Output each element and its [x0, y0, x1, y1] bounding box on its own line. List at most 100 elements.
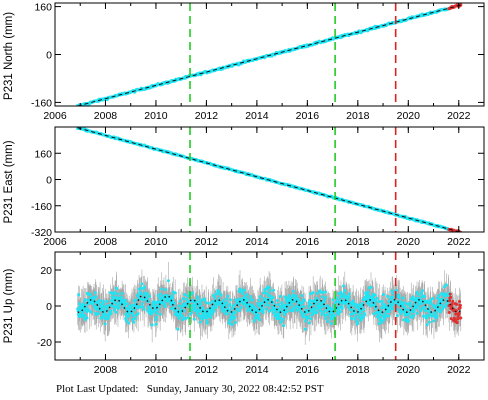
up-data-point [387, 299, 391, 303]
up-data-point [237, 289, 241, 293]
east-x-tick-label: 2014 [245, 236, 269, 248]
up-data-point [285, 310, 289, 314]
up-data-point [288, 309, 292, 313]
up-x-tick-label: 2016 [296, 364, 320, 376]
up-data-point [381, 302, 385, 306]
up-data-point [400, 310, 404, 314]
up-data-point [342, 292, 346, 296]
up-data-point [219, 293, 223, 297]
up-data-point [252, 319, 256, 323]
up-data-point [350, 317, 354, 321]
up-data-point [309, 303, 313, 307]
up-data-point [283, 295, 287, 299]
up-data-point [341, 301, 345, 305]
north-x-tick-label: 2006 [43, 110, 67, 122]
up-x-tick-label: 2018 [346, 364, 370, 376]
east-y-tick-label: 0 [46, 175, 52, 187]
up-data-point [309, 317, 313, 321]
up-data-point [425, 323, 429, 327]
up-data-point [430, 314, 434, 318]
up-data-point [276, 317, 280, 321]
up-data-point [217, 290, 221, 294]
up-data-point [160, 287, 164, 291]
up-data-point [431, 297, 435, 301]
up-data-point [177, 316, 181, 320]
up-data-point [337, 292, 341, 296]
up-data-point [249, 295, 253, 299]
up-data-point [451, 299, 455, 303]
up-data-point [402, 318, 406, 322]
up-data-point [450, 302, 454, 306]
up-data-point [140, 282, 144, 286]
up-data-point [442, 285, 446, 289]
up-data-point [239, 305, 243, 309]
up-data-point [131, 317, 135, 321]
plot-updated-footer: Plot Last Updated: Sunday, January 30, 2… [56, 383, 324, 395]
up-data-point [419, 291, 423, 295]
north-y-tick-label: 160 [34, 2, 52, 14]
up-data-point [340, 306, 344, 310]
up-data-point [140, 302, 144, 306]
up-data-point [267, 303, 271, 307]
east-x-tick-label: 2016 [296, 236, 320, 248]
up-data-point [373, 303, 377, 307]
up-data-point [420, 302, 424, 306]
up-data-point [419, 299, 423, 303]
up-data-point [196, 297, 200, 301]
up-data-point [307, 321, 311, 325]
up-data-point [183, 292, 187, 296]
up-data-point [457, 311, 461, 315]
up-x-tick-label: 2014 [245, 364, 269, 376]
up-observations [76, 279, 463, 331]
up-data-point [181, 318, 185, 322]
up-data-point [308, 298, 312, 302]
up-data-point [382, 318, 386, 322]
up-data-point [459, 316, 463, 320]
up-x-tick-label: 2012 [195, 364, 219, 376]
up-data-point [198, 300, 202, 304]
up-data-point [458, 306, 462, 310]
up-data-point [189, 311, 193, 315]
up-data-point [138, 305, 142, 309]
up-data-point [241, 291, 245, 295]
up-data-point [278, 306, 282, 310]
up-data-point [302, 305, 306, 309]
up-data-point [329, 321, 333, 325]
up-data-point [420, 289, 424, 293]
up-data-point [226, 312, 230, 316]
up-data-point [320, 312, 324, 316]
up-data-point [439, 309, 443, 313]
up-data-point [333, 301, 337, 305]
up-data-point [230, 323, 234, 327]
up-data-point [119, 295, 123, 299]
up-data-point [184, 316, 188, 320]
up-data-point [175, 310, 179, 314]
up-data-point [378, 313, 382, 317]
up-data-point [358, 313, 362, 317]
up-data-point [415, 311, 419, 315]
up-data-point [382, 312, 386, 316]
up-data-point [154, 322, 158, 326]
up-data-point [272, 288, 276, 292]
up-data-point [257, 313, 261, 317]
up-data-point [105, 300, 109, 304]
up-data-point [336, 297, 340, 301]
up-data-point [281, 303, 285, 307]
up-data-point [205, 316, 209, 320]
up-data-point [398, 308, 402, 312]
footer-timestamp: Sunday, January 30, 2022 08:42:52 PST [146, 383, 324, 395]
up-data-point [176, 327, 180, 331]
up-data-point [145, 297, 149, 301]
up-data-point [210, 312, 214, 316]
up-data-point [109, 312, 113, 316]
up-data-point [440, 303, 444, 307]
up-data-point [380, 299, 384, 303]
up-data-point [245, 293, 249, 297]
up-data-point [320, 290, 324, 294]
up-data-point [396, 314, 400, 318]
up-data-point [154, 315, 158, 319]
up-data-point [166, 279, 170, 283]
up-data-point [306, 315, 310, 319]
up-data-point [319, 309, 323, 313]
